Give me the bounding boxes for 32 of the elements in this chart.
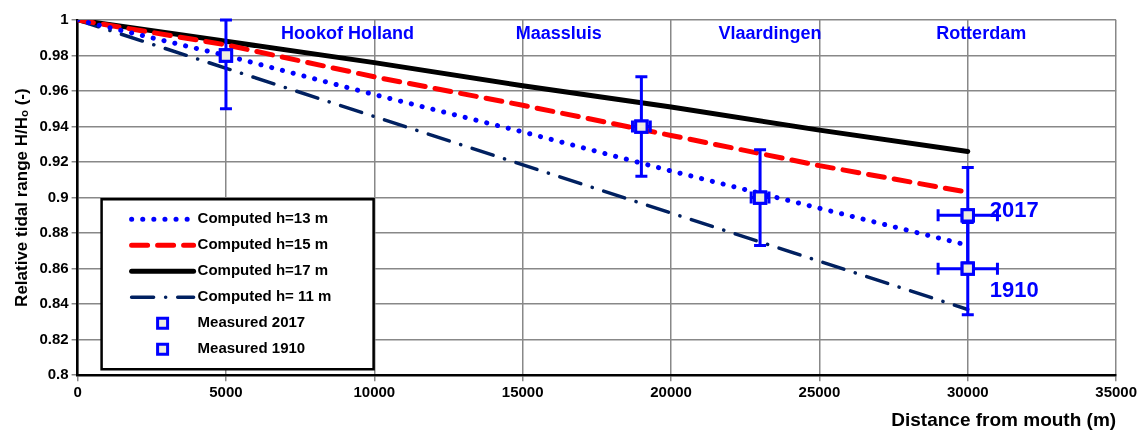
- annotation: Vlaardingen: [718, 22, 822, 43]
- y-tick-label: 0.88: [39, 223, 69, 241]
- annotation: Maassluis: [515, 22, 602, 43]
- annotation: Rotterdam: [936, 22, 1027, 43]
- x-tick-label: 20000: [650, 383, 692, 401]
- y-tick-label: 0.9: [47, 187, 69, 205]
- y-tick-label: 0.86: [39, 258, 69, 276]
- legend-label: Computed h=13 m: [197, 209, 329, 227]
- y-tick-label: 0.96: [39, 81, 69, 99]
- annotation: Hookof Holland: [281, 22, 415, 43]
- y-tick-label: 0.82: [39, 329, 69, 347]
- y-tick-label: 0.98: [39, 45, 69, 63]
- y-tick-label: 0.94: [39, 116, 70, 134]
- y-tick-label: 0.92: [39, 152, 69, 170]
- x-axis-title: Distance from mouth (m): [891, 408, 1117, 430]
- y-tick-label: 1: [60, 10, 69, 28]
- x-tick-label: 30000: [946, 383, 989, 401]
- y-tick-label: 0.84: [39, 294, 70, 312]
- annotation: 1910: [989, 276, 1039, 302]
- x-tick-label: 35000: [1095, 383, 1137, 401]
- x-tick-label: 0: [73, 383, 82, 401]
- legend-label: Computed h=15 m: [197, 235, 329, 253]
- y-axis-title: Relative tidal range H/Hₒ (-): [11, 88, 31, 307]
- x-tick-label: 10000: [353, 383, 396, 401]
- x-tick-label: 15000: [501, 383, 544, 401]
- legend-label: Measured 1910: [197, 339, 306, 357]
- x-tick-label: 25000: [798, 383, 841, 401]
- legend-label: Computed h=17 m: [197, 261, 329, 279]
- x-tick-label: 5000: [209, 383, 243, 401]
- legend-label: Measured 2017: [197, 313, 306, 331]
- legend-label: Computed h= 11 m: [197, 287, 332, 305]
- y-tick-label: 0.8: [47, 365, 69, 383]
